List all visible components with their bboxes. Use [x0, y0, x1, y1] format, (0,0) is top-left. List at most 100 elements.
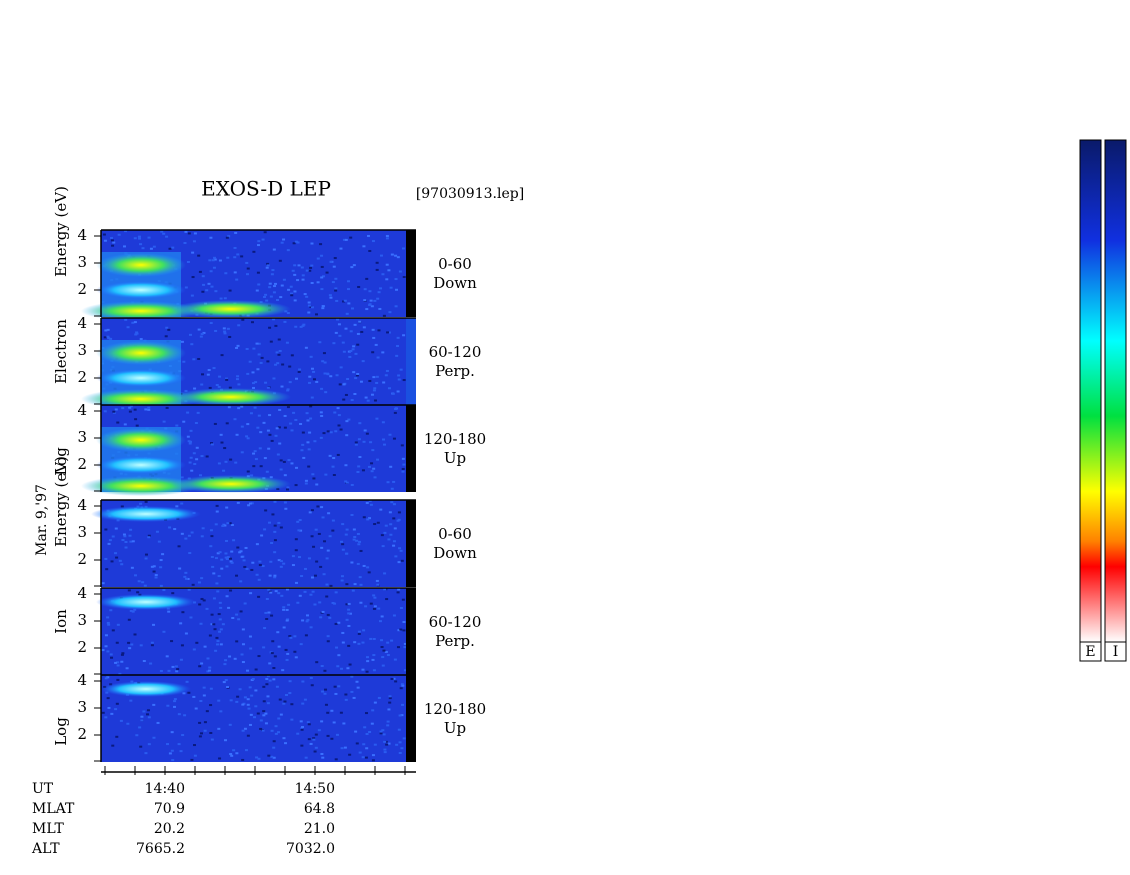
speckle	[251, 382, 255, 385]
speckle	[215, 510, 219, 513]
speckle	[287, 459, 291, 462]
speckle	[340, 575, 344, 578]
speckle	[277, 353, 281, 356]
speckle	[310, 264, 314, 267]
speckle	[235, 700, 239, 703]
speckle	[191, 251, 195, 254]
speckle	[241, 628, 245, 631]
speckle	[326, 613, 330, 616]
speckle	[356, 470, 360, 473]
speckle	[210, 535, 214, 538]
speckle	[268, 286, 272, 289]
speckle	[282, 606, 286, 609]
speckle	[271, 269, 275, 272]
speckle	[397, 378, 401, 381]
speckle	[112, 411, 116, 414]
speckle	[134, 418, 138, 421]
speckle	[400, 683, 404, 686]
speckle	[266, 675, 270, 678]
speckle	[378, 307, 382, 310]
speckle	[241, 318, 245, 321]
speckle	[118, 559, 122, 562]
speckle	[293, 273, 297, 276]
speckle	[342, 300, 346, 303]
speckle	[336, 407, 340, 410]
speckle	[167, 610, 171, 613]
speckle	[205, 607, 209, 610]
speckle	[281, 363, 285, 366]
speckle	[365, 277, 369, 280]
speckle	[303, 590, 307, 593]
colorbar	[1104, 139, 1127, 643]
speckle	[120, 653, 124, 656]
speckle	[286, 486, 290, 489]
speckle	[373, 399, 377, 402]
speckle	[272, 678, 276, 681]
speckle	[225, 236, 229, 239]
speckle	[228, 522, 232, 525]
speckle	[344, 464, 348, 467]
speckle	[278, 408, 282, 411]
speckle	[341, 548, 345, 551]
speckle	[321, 690, 325, 693]
y-tick-label: 2	[77, 550, 87, 568]
speckle	[383, 588, 387, 591]
band	[96, 456, 186, 474]
speckle	[133, 633, 137, 636]
speckle	[131, 321, 135, 324]
speckle	[150, 641, 154, 644]
speckle	[300, 575, 304, 578]
speckle	[184, 389, 188, 392]
speckle	[329, 584, 333, 587]
speckle	[324, 391, 328, 394]
speckle	[280, 594, 284, 597]
speckle	[104, 557, 108, 560]
speckle	[194, 422, 198, 425]
speckle	[282, 737, 286, 740]
speckle	[189, 456, 193, 459]
speckle	[313, 603, 317, 606]
speckle	[202, 686, 206, 689]
speckle	[121, 407, 125, 410]
speckle	[234, 231, 238, 234]
speckle	[107, 337, 111, 340]
speckle	[331, 281, 335, 284]
speckle	[182, 420, 186, 423]
speckle	[347, 625, 351, 628]
speckle	[218, 259, 222, 262]
speckle	[342, 383, 346, 386]
speckle	[287, 288, 291, 291]
speckle	[117, 233, 121, 236]
speckle	[390, 639, 394, 642]
speckle	[369, 602, 373, 605]
speckle	[264, 293, 268, 296]
speckle	[294, 325, 298, 328]
speckle	[320, 720, 324, 723]
speckle	[229, 458, 233, 461]
speckle	[206, 373, 210, 376]
speckle	[264, 722, 268, 725]
speckle	[106, 650, 110, 653]
speckle	[258, 447, 262, 450]
speckle	[198, 735, 202, 738]
speckle	[287, 603, 291, 606]
speckle	[350, 483, 354, 486]
speckle	[156, 721, 160, 724]
speckle	[180, 476, 184, 479]
speckle	[278, 259, 282, 262]
speckle	[268, 326, 272, 329]
speckle	[161, 553, 165, 556]
speckle	[170, 640, 174, 643]
speckle	[316, 257, 320, 260]
speckle	[164, 335, 168, 338]
speckle	[108, 539, 112, 542]
speckle	[240, 451, 244, 454]
speckle	[237, 324, 241, 327]
y-tick-label: 2	[77, 455, 87, 473]
speckle	[272, 667, 276, 670]
speckle	[314, 733, 318, 736]
speckle	[103, 239, 107, 242]
speckle	[261, 729, 265, 732]
speckle	[140, 719, 144, 722]
title: EXOS-D LEP	[201, 177, 331, 201]
